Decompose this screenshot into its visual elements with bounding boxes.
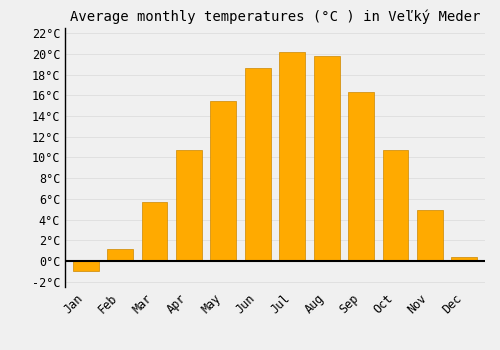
Bar <box>72 261 99 272</box>
Bar <box>142 202 168 261</box>
Bar <box>245 68 270 261</box>
Title: Average monthly temperatures (°C ) in Veľký Meder: Average monthly temperatures (°C ) in Ve… <box>70 9 480 24</box>
Bar <box>280 52 305 261</box>
Bar <box>452 257 477 261</box>
Bar <box>176 150 202 261</box>
Bar <box>348 92 374 261</box>
Bar <box>107 248 133 261</box>
Bar <box>314 56 340 261</box>
Bar <box>210 100 236 261</box>
Bar <box>417 210 443 261</box>
Bar <box>382 150 408 261</box>
